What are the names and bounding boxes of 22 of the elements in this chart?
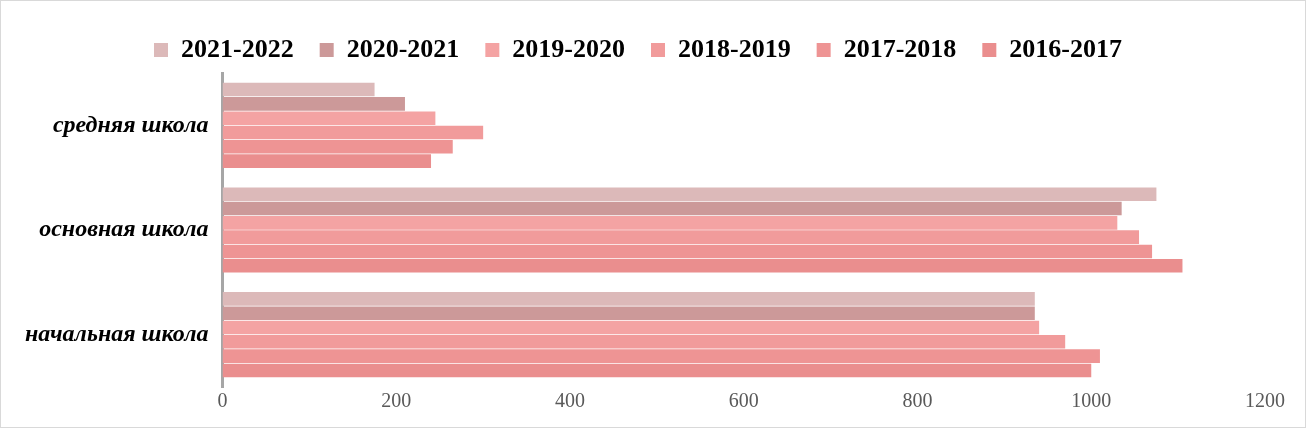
x-tick-label: 400 [555, 389, 586, 412]
legend-label: 2020-2021 [346, 33, 460, 63]
bar [222, 306, 1035, 321]
x-tick-label: 0 [217, 389, 228, 412]
legend-label: 2019-2020 [512, 33, 626, 63]
x-tick-label: 200 [381, 389, 412, 412]
y-tick-label: основная школа [39, 215, 209, 242]
x-tick-label: 1000 [1071, 389, 1112, 412]
bar [222, 82, 375, 97]
legend-label: 2021-2022 [181, 33, 294, 63]
x-tick-label: 800 [902, 389, 933, 412]
legend-label: 2017-2018 [843, 33, 957, 63]
bar [222, 292, 1035, 306]
y-tick-label: начальная школа [24, 319, 209, 346]
legend-label: 2016-2017 [1009, 33, 1122, 63]
bar [222, 201, 1122, 216]
x-tick-label: 600 [728, 389, 759, 412]
bar [222, 187, 1157, 202]
y-tick-label: средняя школа [52, 110, 209, 137]
x-tick-label: 1200 [1245, 389, 1285, 412]
legend-label: 2018-2019 [678, 33, 791, 63]
bar [222, 97, 405, 111]
